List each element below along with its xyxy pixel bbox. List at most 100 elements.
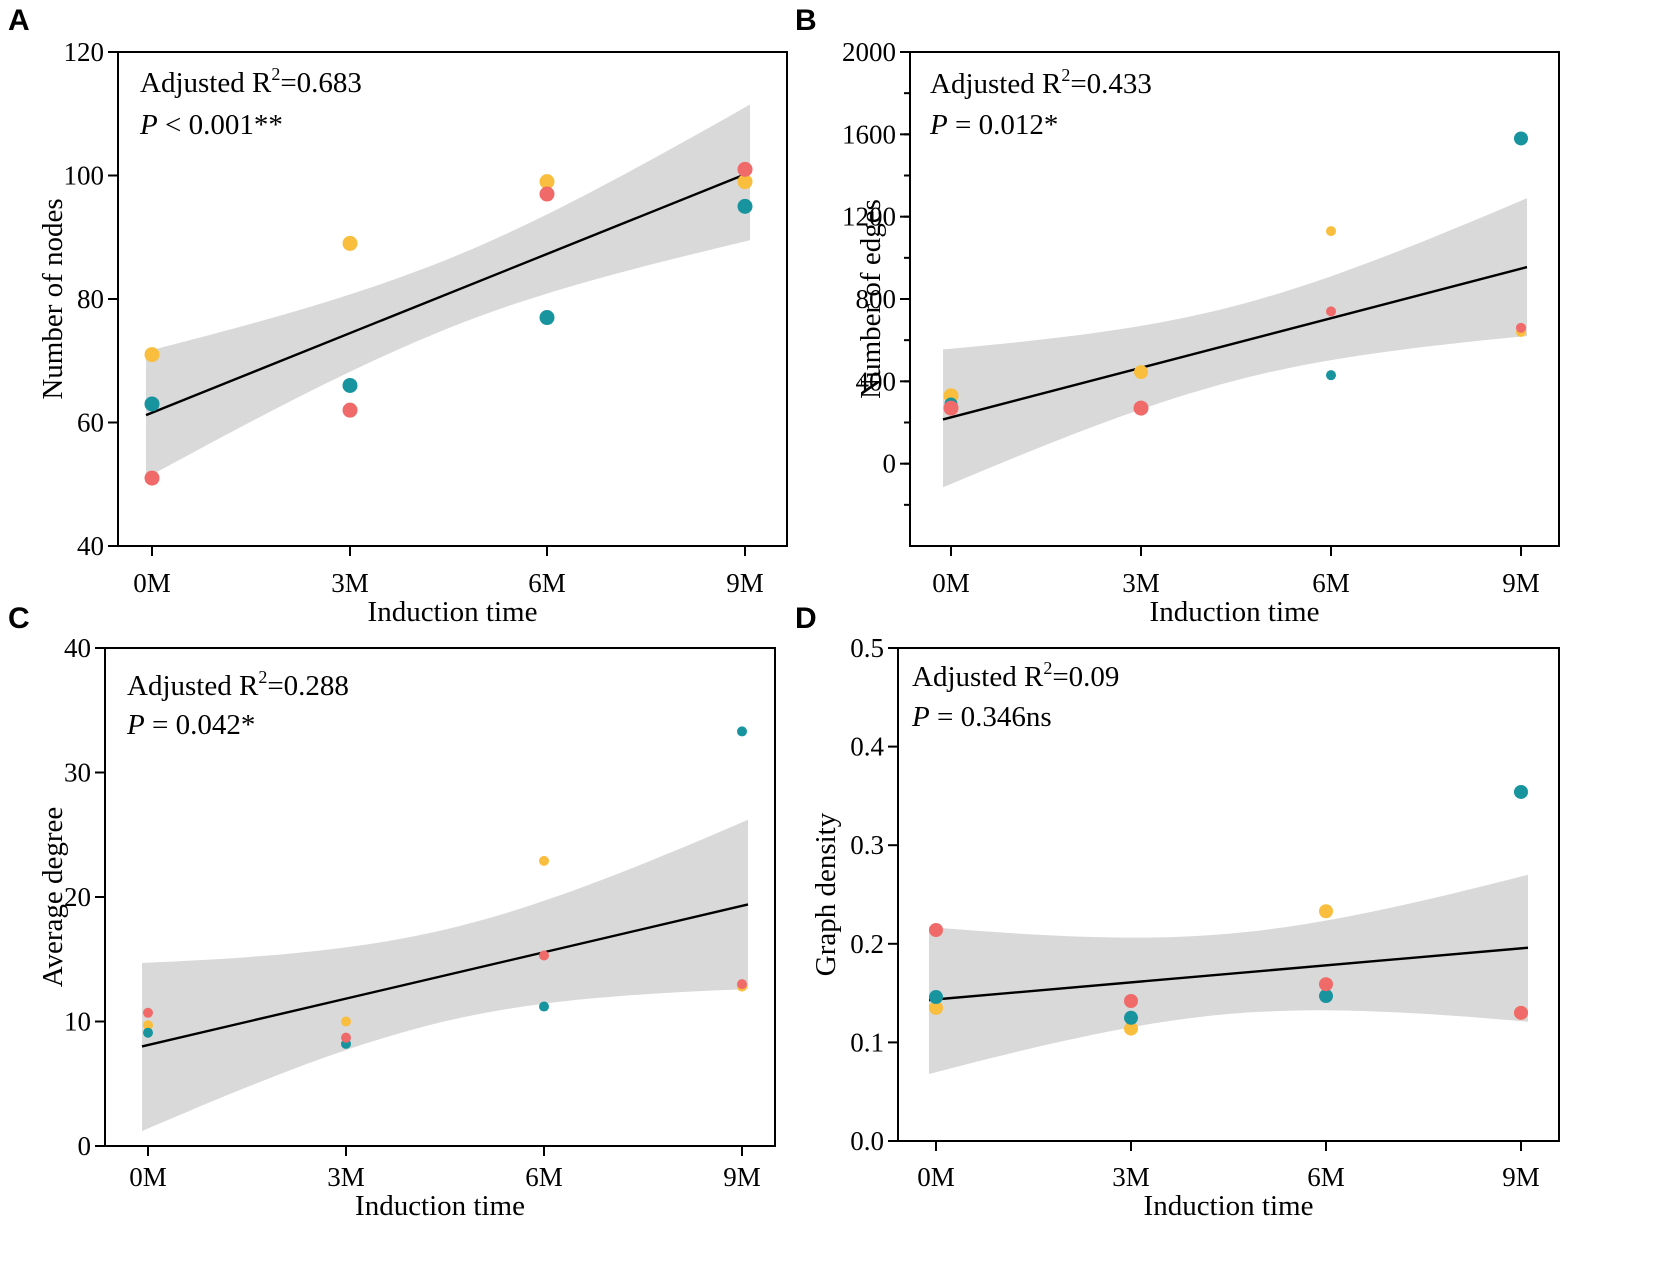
r2-superscript: 2 [1061, 65, 1070, 85]
p-annotation: P = 0.012* [929, 109, 1058, 141]
panel-letter: A [8, 4, 30, 37]
data-point-yellow [341, 1016, 351, 1027]
data-point-teal [1124, 1010, 1138, 1025]
data-point-red [1516, 322, 1526, 333]
data-point-yellow [737, 174, 753, 190]
data-point-teal [539, 310, 555, 326]
data-point-teal [1514, 131, 1528, 146]
y-tick-label: 30 [64, 758, 91, 788]
r2-value: =0.683 [280, 67, 362, 99]
data-point-red [1133, 400, 1149, 416]
x-tick-label: 9M [1502, 1162, 1540, 1192]
data-point-teal [539, 1001, 549, 1012]
x-tick-label: 0M [129, 1162, 167, 1192]
y-axis-title: Number of nodes [37, 198, 69, 399]
p-value: = 0.042* [145, 709, 256, 741]
r2-annotation: Adjusted R2=0.288 [127, 667, 349, 702]
p-annotation: P = 0.042* [126, 709, 255, 741]
x-axis-title: Induction time [368, 596, 538, 628]
y-tick-label: 1200 [842, 202, 896, 232]
data-point-teal [1514, 784, 1528, 799]
data-point-red [341, 1032, 351, 1043]
r2-prefix: Adjusted R [930, 68, 1062, 100]
y-tick-label: 0 [78, 1131, 92, 1161]
x-tick-label: 3M [1122, 568, 1160, 598]
data-point-yellow [929, 1000, 943, 1015]
r2-value: =0.288 [267, 670, 349, 702]
regression-line [928, 946, 1529, 1002]
data-point-red [737, 979, 747, 990]
y-tick-label: 0.3 [850, 830, 884, 860]
y-tick-label: 800 [856, 284, 897, 314]
r2-prefix: Adjusted R [127, 670, 259, 702]
y-tick-label: 20 [64, 882, 91, 912]
r2-superscript: 2 [1043, 658, 1052, 678]
r2-value: =0.433 [1070, 68, 1152, 100]
x-axis-title: Induction time [1144, 1190, 1314, 1222]
data-point-yellow [1124, 1021, 1138, 1036]
confidence-band [146, 104, 750, 479]
data-point-yellow [342, 235, 358, 251]
y-tick-label: 40 [77, 531, 104, 561]
y-tick-label: 80 [77, 284, 104, 314]
data-point-teal [737, 726, 747, 737]
y-tick-label: 100 [64, 161, 105, 191]
data-point-red [929, 922, 943, 937]
data-point-red [1319, 977, 1333, 992]
p-letter: P [929, 109, 948, 141]
y-tick-label: 10 [64, 1007, 91, 1037]
y-tick-label: 60 [77, 408, 104, 438]
r2-value: =0.09 [1052, 661, 1119, 693]
y-tick-label: 400 [856, 366, 897, 396]
y-tick-label: 0.0 [850, 1126, 884, 1156]
data-point-teal [929, 990, 943, 1005]
data-point-teal [1319, 989, 1333, 1004]
panel-b: B 0 400 800 1200 1600 2000 0M 3M 6M 9M Induction ti… [795, 4, 1560, 628]
p-letter: P [139, 109, 158, 141]
y-axis-title: Average degree [37, 807, 69, 988]
data-point-yellow [1134, 365, 1148, 380]
data-point-yellow [539, 174, 555, 190]
x-tick-label: 9M [1502, 568, 1540, 598]
x-tick-label: 3M [1112, 1162, 1150, 1192]
y-tick-label: 0.5 [850, 633, 884, 663]
p-annotation: P = 0.346ns [911, 701, 1052, 733]
y-tick-label: 1600 [842, 119, 896, 149]
r2-prefix: Adjusted R [912, 661, 1044, 693]
y-tick-label: 0.2 [850, 929, 884, 959]
p-value: = 0.012* [948, 109, 1059, 141]
panel-letter: C [8, 602, 30, 635]
data-point-red [342, 402, 358, 418]
data-point-red [1514, 1005, 1528, 1020]
y-tick-label: 120 [64, 37, 105, 67]
x-tick-label: 6M [1312, 568, 1350, 598]
panel-d: D 0.0 0.1 0.2 0.3 0.4 0.5 0M 3M 6M 9M Induction tim… [795, 602, 1560, 1222]
data-point-teal [342, 377, 358, 393]
y-tick-label: 0 [883, 449, 897, 479]
data-point-yellow [143, 1020, 153, 1031]
data-point-red [143, 1007, 153, 1018]
p-annotation: P < 0.001** [139, 109, 283, 141]
r2-annotation: Adjusted R2=0.683 [140, 64, 362, 99]
x-tick-label: 0M [932, 568, 970, 598]
data-point-red [737, 161, 753, 177]
data-point-red [539, 186, 555, 202]
data-point-red [1124, 993, 1138, 1008]
p-letter: P [911, 701, 930, 733]
regression-line [942, 265, 1528, 421]
r2-annotation: Adjusted R2=0.433 [930, 65, 1152, 100]
regression-line [141, 903, 749, 1048]
data-point-red [943, 400, 959, 416]
data-point-teal [144, 396, 160, 412]
r2-superscript: 2 [271, 64, 280, 84]
x-tick-label: 9M [723, 1162, 761, 1192]
y-axis-title: Graph density [810, 812, 842, 976]
data-point-teal [1326, 370, 1336, 381]
r2-annotation: Adjusted R2=0.09 [912, 658, 1119, 693]
panel-letter: D [795, 602, 817, 635]
y-tick-label: 40 [64, 633, 91, 663]
x-tick-label: 9M [726, 568, 764, 598]
x-axis-title: Induction time [355, 1190, 525, 1222]
panel-a: A 40 60 80 100 120 0M 3M 6M 9M Induction time Numbe… [8, 4, 788, 628]
